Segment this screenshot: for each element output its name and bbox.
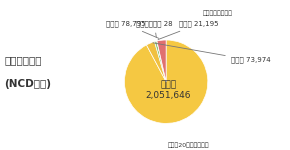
Wedge shape <box>157 41 166 82</box>
Text: （平成20年度末現在）: （平成20年度末現在） <box>168 143 210 148</box>
Text: 会員の組合員 28: 会員の組合員 28 <box>136 21 173 38</box>
Text: 【貯金残高】: 【貯金残高】 <box>4 55 42 65</box>
Text: その他 73,974: その他 73,974 <box>153 43 270 63</box>
Text: 正会員
2,051,646: 正会員 2,051,646 <box>146 80 191 100</box>
Text: 準会員 78,795: 準会員 78,795 <box>106 21 159 38</box>
Wedge shape <box>124 40 208 123</box>
Text: (NCD含む): (NCD含む) <box>4 79 51 89</box>
Wedge shape <box>157 40 166 82</box>
Text: 地公体 21,195: 地公体 21,195 <box>158 21 218 40</box>
Wedge shape <box>155 41 166 82</box>
Text: （単位：百万円）: （単位：百万円） <box>203 11 233 16</box>
Wedge shape <box>146 42 166 82</box>
